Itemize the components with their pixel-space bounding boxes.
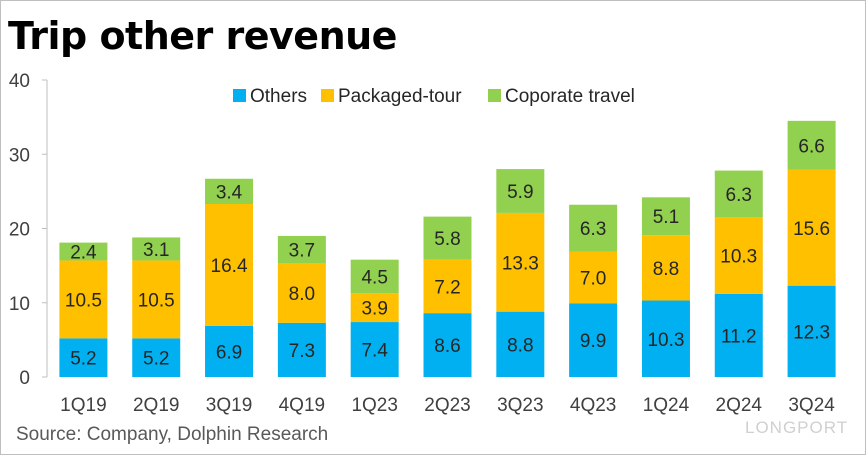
bar-segment (59, 242, 108, 261)
bar-segment (277, 235, 326, 264)
data-label: 7.4 (361, 341, 388, 362)
data-label: 10.3 (647, 330, 684, 351)
data-label: 6.3 (580, 219, 606, 240)
bar-segment (59, 260, 108, 339)
data-label: 15.6 (793, 219, 830, 240)
y-tick-label: 10 (9, 294, 30, 315)
data-label: 13.3 (502, 253, 539, 274)
y-tick-label: 20 (9, 220, 30, 241)
bar-segment (205, 203, 254, 326)
bar-segment (569, 251, 618, 304)
legend-label: Others (250, 86, 307, 107)
bar-segment (787, 120, 836, 170)
bar-segment (59, 338, 108, 377)
bar-segment (132, 338, 181, 377)
x-tick-label: 3Q23 (497, 395, 543, 416)
data-label: 8.6 (434, 336, 460, 357)
chart-title: Trip other revenue (8, 14, 397, 58)
data-label: 8.8 (507, 335, 533, 356)
bar-segment (423, 216, 472, 260)
bar-segment (569, 204, 618, 252)
data-label: 7.2 (434, 277, 460, 298)
legend-swatch (488, 89, 501, 102)
data-label: 2.4 (70, 243, 97, 264)
bar-segment (423, 313, 472, 377)
data-label: 5.9 (507, 182, 533, 203)
bar-segment (496, 311, 545, 377)
x-tick-label: 2Q24 (716, 395, 763, 416)
data-label: 5.1 (653, 207, 679, 228)
x-tick-label: 1Q24 (643, 395, 690, 416)
bar-segment (277, 322, 326, 377)
bar-segment (569, 303, 618, 377)
bar-segment (787, 285, 836, 377)
x-tick-label: 3Q24 (788, 395, 835, 416)
bar-segment (132, 237, 181, 261)
data-label: 10.5 (138, 290, 175, 311)
data-label: 3.7 (289, 241, 315, 262)
bar-segment (714, 217, 763, 294)
watermark: LONGPORT (745, 418, 849, 437)
bar-segment (205, 325, 254, 377)
x-tick-label: 1Q19 (60, 395, 106, 416)
bar-segment (277, 263, 326, 323)
data-label: 3.1 (143, 240, 169, 261)
data-label: 5.2 (70, 349, 96, 370)
x-tick-label: 2Q23 (424, 395, 470, 416)
data-label: 5.2 (143, 349, 169, 370)
bar-segment (641, 235, 690, 301)
data-label: 8.8 (653, 259, 679, 280)
legend-label: Coporate travel (505, 86, 635, 107)
bar-segment (350, 259, 399, 294)
data-label: 10.5 (65, 290, 102, 311)
data-label: 9.9 (580, 331, 606, 352)
legend-swatch (321, 89, 334, 102)
x-tick-label: 4Q19 (279, 395, 325, 416)
bar-segment (787, 169, 836, 286)
bar-segment (496, 212, 545, 312)
legend-label: Packaged-tour (338, 86, 462, 107)
bar-segment (423, 259, 472, 314)
bar-segment (132, 260, 181, 339)
data-label: 3.4 (216, 182, 243, 203)
data-label: 16.4 (211, 256, 248, 277)
data-label: 10.3 (720, 247, 757, 268)
bar-segment (714, 170, 763, 218)
bar-segment (350, 322, 399, 377)
data-label: 7.0 (580, 269, 606, 290)
y-tick-label: 40 (9, 71, 30, 92)
x-tick-label: 1Q23 (351, 395, 397, 416)
bar-segment (641, 300, 690, 377)
bar-segment (350, 293, 399, 323)
data-label: 7.3 (289, 341, 315, 362)
bar-segment (496, 169, 545, 213)
bar-segment (714, 293, 763, 377)
data-label: 11.2 (721, 326, 757, 347)
data-label: 6.9 (216, 342, 242, 363)
data-label: 12.3 (793, 322, 830, 343)
source-note: Source: Company, Dolphin Research (16, 424, 329, 445)
data-label: 5.8 (434, 229, 460, 250)
data-label: 6.6 (798, 136, 824, 157)
y-tick-label: 0 (19, 368, 30, 389)
data-label: 6.3 (726, 185, 752, 206)
x-tick-label: 3Q19 (206, 395, 252, 416)
x-tick-label: 4Q23 (570, 395, 616, 416)
data-label: 4.5 (361, 267, 387, 288)
bar-segment (205, 178, 254, 204)
data-label: 8.0 (289, 284, 315, 305)
y-tick-label: 30 (9, 145, 30, 166)
x-tick-label: 2Q19 (133, 395, 179, 416)
legend-swatch (233, 89, 246, 102)
data-label: 3.9 (361, 299, 387, 320)
bar-segment (641, 197, 690, 236)
